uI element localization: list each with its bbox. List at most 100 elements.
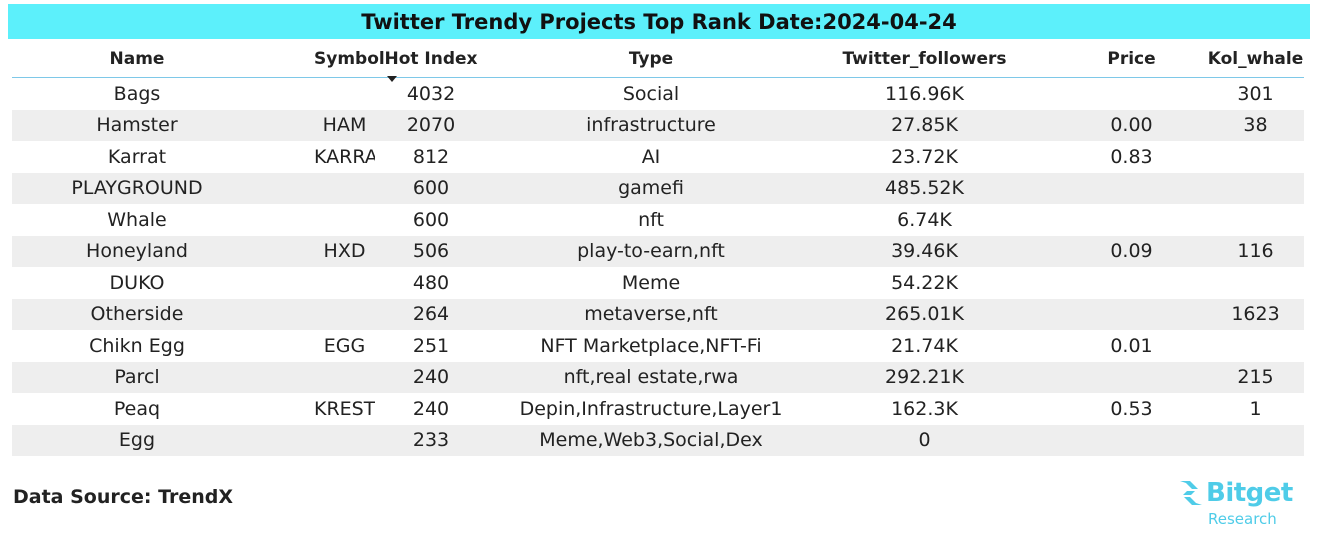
cell-type: Meme xyxy=(621,271,681,294)
cell-kol-whale xyxy=(1199,330,1304,362)
table-row: Honeyland HXD 506 play-to-earn,nft 39.46K 0.0… xyxy=(12,235,1304,267)
cell-kol-whale xyxy=(1199,267,1304,299)
cell-name: Bags xyxy=(113,82,161,105)
cell-type: play-to-earn,nft xyxy=(487,235,815,267)
cell-hot-index: 600 xyxy=(375,172,487,204)
column-header-kol-whale[interactable]: Kol_whale xyxy=(1199,40,1304,78)
cell-twitter-followers: 485.52K xyxy=(815,172,1029,204)
cell-hot-index: 233 xyxy=(375,424,487,456)
cell-kol-whale xyxy=(1199,204,1304,236)
cell-price: 0.09 xyxy=(1029,235,1199,267)
cell-symbol: KREST xyxy=(314,397,375,420)
sort-down-icon[interactable] xyxy=(383,67,397,86)
table-row: Egg 233 Meme,Web3,Social,Dex 0 xyxy=(12,424,1304,456)
cell-name: Parcl xyxy=(12,361,262,393)
table-header-row: Name Symbol Hot Index Type Twitter_follo… xyxy=(12,40,1304,78)
cell-hot-index: 251 xyxy=(412,334,450,357)
cell-price xyxy=(1029,424,1199,456)
cell-kol-whale xyxy=(1199,172,1304,204)
cell-symbol xyxy=(262,78,375,110)
trend-table: Name Symbol Hot Index Type Twitter_follo… xyxy=(12,40,1304,456)
cell-hot-index: 264 xyxy=(375,298,487,330)
cell-name: Karrat xyxy=(107,145,167,168)
column-header-hot-index[interactable]: Hot Index xyxy=(375,40,487,78)
cell-hot-index: 600 xyxy=(412,208,450,231)
cell-name: PLAYGROUND xyxy=(12,172,262,204)
cell-twitter-followers: 27.85K xyxy=(815,109,1029,141)
cell-type: nft,real estate,rwa xyxy=(487,361,815,393)
table-body: Bags 4032 Social 116.96K 301 Hamster HAM 2070 in… xyxy=(12,78,1304,456)
cell-kol-whale: 1 xyxy=(1249,397,1262,420)
cell-hot-index: 2070 xyxy=(375,109,487,141)
cell-twitter-followers: 39.46K xyxy=(815,235,1029,267)
table-row: DUKO 480 Meme 54.22K xyxy=(12,267,1304,299)
cell-type: nft xyxy=(638,208,664,231)
column-header-price[interactable]: Price xyxy=(1029,40,1199,78)
cell-type: NFT Marketplace,NFT-Fi xyxy=(540,334,762,357)
cell-twitter-followers: 54.22K xyxy=(891,271,958,294)
table-row: Otherside 264 metaverse,nft 265.01K 1623 xyxy=(12,298,1304,330)
data-source-note: Data Source: TrendX xyxy=(13,486,234,508)
cell-kol-whale: 116 xyxy=(1199,235,1304,267)
table-row: Chikn Egg EGG 251 NFT Marketplace,NFT-Fi 21.… xyxy=(12,330,1304,362)
cell-name: DUKO xyxy=(109,271,165,294)
cell-twitter-followers: 21.74K xyxy=(891,334,958,357)
cell-hot-index: 506 xyxy=(375,235,487,267)
cell-type: Depin,Infrastructure,Layer1 xyxy=(519,397,783,420)
cell-price xyxy=(1029,361,1199,393)
table-row: Bags 4032 Social 116.96K 301 xyxy=(12,78,1304,110)
cell-twitter-followers: 6.74K xyxy=(897,208,952,231)
cell-kol-whale: 38 xyxy=(1199,109,1304,141)
cell-price xyxy=(1029,78,1199,110)
cell-symbol xyxy=(262,172,375,204)
cell-symbol: HAM xyxy=(262,109,375,141)
trend-table-container: Name Symbol Hot Index Type Twitter_follo… xyxy=(12,40,1304,456)
cell-kol-whale xyxy=(1199,141,1304,173)
cell-name: Otherside xyxy=(12,298,262,330)
cell-twitter-followers: 162.3K xyxy=(891,397,958,420)
cell-twitter-followers: 292.21K xyxy=(815,361,1029,393)
table-row: Karrat KARRAT 812 AI 23.72K 0.83 xyxy=(12,141,1304,173)
cell-symbol xyxy=(262,204,375,236)
table-row: Peaq KREST 240 Depin,Infrastructure,Layer1 1… xyxy=(12,393,1304,425)
cell-hot-index: 240 xyxy=(375,361,487,393)
cell-symbol: EGG xyxy=(323,334,366,357)
table-row: Hamster HAM 2070 infrastructure 27.85K 0.00 38 xyxy=(12,109,1304,141)
cell-price xyxy=(1029,172,1199,204)
cell-price: 0.00 xyxy=(1029,109,1199,141)
cell-symbol xyxy=(262,298,375,330)
cell-symbol xyxy=(262,267,375,299)
cell-twitter-followers: 23.72K xyxy=(891,145,958,168)
table-row: PLAYGROUND 600 gamefi 485.52K xyxy=(12,172,1304,204)
cell-hot-index: 4032 xyxy=(406,82,456,105)
cell-kol-whale: 215 xyxy=(1199,361,1304,393)
logo-wordmark: Bitget xyxy=(1206,478,1293,508)
bitget-logo-icon xyxy=(1180,481,1202,505)
cell-type: Meme,Web3,Social,Dex xyxy=(487,424,815,456)
cell-name: Chikn Egg xyxy=(89,334,185,357)
cell-name: Hamster xyxy=(12,109,262,141)
column-header-twitter-followers[interactable]: Twitter_followers xyxy=(815,40,1029,78)
cell-kol-whale: 301 xyxy=(1237,82,1274,105)
cell-hot-index: 480 xyxy=(412,271,450,294)
cell-type: metaverse,nft xyxy=(487,298,815,330)
cell-price: 0.53 xyxy=(1110,397,1153,420)
cell-twitter-followers: 0 xyxy=(815,424,1029,456)
table-row: Parcl 240 nft,real estate,rwa 292.21K 215 xyxy=(12,361,1304,393)
cell-price xyxy=(1029,204,1199,236)
cell-price: 0.83 xyxy=(1110,145,1153,168)
cell-price xyxy=(1029,267,1199,299)
cell-hot-index: 812 xyxy=(412,145,450,168)
table-title: Twitter Trendy Projects Top Rank Date:20… xyxy=(8,4,1310,39)
cell-symbol: HXD xyxy=(262,235,375,267)
table-row: Whale 600 nft 6.74K xyxy=(12,204,1304,236)
column-header-type[interactable]: Type xyxy=(487,40,815,78)
column-header-name[interactable]: Name xyxy=(12,40,262,78)
column-header-symbol[interactable]: Symbol xyxy=(262,40,385,78)
cell-hot-index: 240 xyxy=(412,397,450,420)
cell-type: gamefi xyxy=(487,172,815,204)
cell-symbol xyxy=(262,424,375,456)
cell-symbol: KARRAT xyxy=(314,145,375,168)
cell-twitter-followers: 265.01K xyxy=(815,298,1029,330)
cell-name: Honeyland xyxy=(12,235,262,267)
